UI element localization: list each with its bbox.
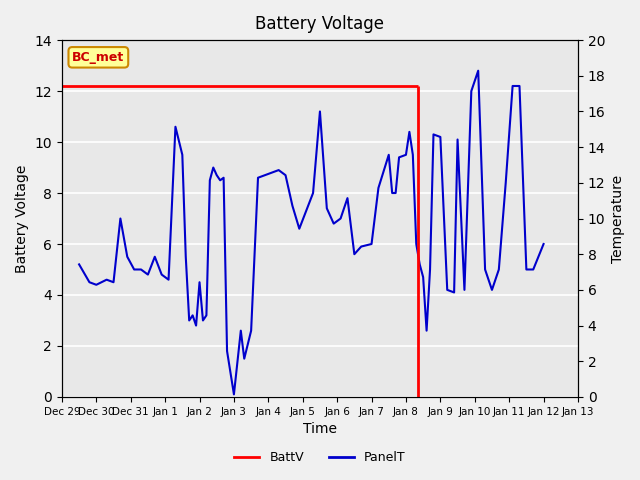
X-axis label: Time: Time — [303, 422, 337, 436]
Legend: BattV, PanelT: BattV, PanelT — [229, 446, 411, 469]
Y-axis label: Temperature: Temperature — [611, 174, 625, 263]
Text: BC_met: BC_met — [72, 51, 124, 64]
Title: Battery Voltage: Battery Voltage — [255, 15, 385, 33]
Y-axis label: Battery Voltage: Battery Voltage — [15, 164, 29, 273]
